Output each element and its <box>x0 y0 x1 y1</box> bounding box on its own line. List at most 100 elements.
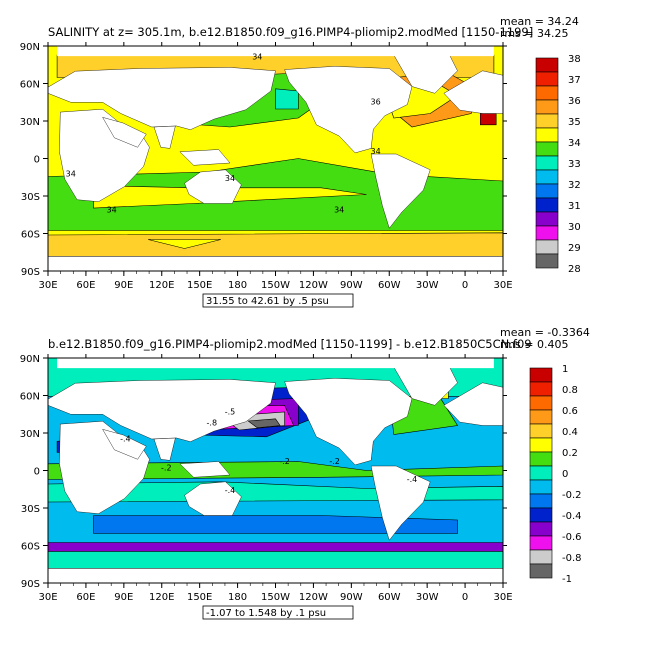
x-tick-label: 30W <box>416 280 439 291</box>
colorbar-swatch <box>529 395 553 411</box>
colorbar-swatch <box>529 479 553 495</box>
landmass-arctic <box>57 358 494 369</box>
colorbar-swatch <box>535 141 559 157</box>
contour-label: -.8 <box>207 419 218 428</box>
mean-stat: mean = 34.24 <box>500 15 579 28</box>
colorbar-swatch <box>529 563 553 579</box>
x-tick-label: 90E <box>114 592 133 603</box>
x-tick-label: 60E <box>76 592 95 603</box>
y-tick-label: 90N <box>20 42 40 53</box>
colorbar-swatch <box>535 85 559 101</box>
salinity-contour-region <box>247 418 281 429</box>
colorbar-label: 37 <box>568 75 581 86</box>
salinity-contour-region <box>48 551 503 569</box>
landmass-europe <box>443 70 503 114</box>
colorbar-label: -0.2 <box>562 490 582 501</box>
colorbar-label: -0.4 <box>562 511 582 522</box>
colorbar-swatch <box>529 367 553 383</box>
rms-stat: rms = 34.25 <box>500 27 568 40</box>
x-tick-label: 30E <box>493 592 512 603</box>
colorbar-swatch <box>529 493 553 509</box>
y-tick-label: 90S <box>21 579 40 590</box>
colorbar-label: 0.8 <box>562 385 578 396</box>
salinity-anomaly-map-panel: -.5 -.8 -.2 -.2 -.4 -.4 -.4 -.2 30E 60E 90E 120E 150… <box>20 326 590 620</box>
y-tick-label: 30N <box>20 429 40 440</box>
contour-label: -.4 <box>407 475 418 484</box>
salinity-contour-region <box>275 88 299 110</box>
colorbar-swatch <box>535 239 559 255</box>
x-tick-label: 120E <box>149 280 174 291</box>
x-tick-label: 0 <box>462 280 468 291</box>
landmass-antarctica <box>48 256 503 271</box>
landmass-arctic <box>57 46 494 57</box>
landmass-europe <box>443 382 503 426</box>
colorbar: 38 37 36 35 34 33 32 31 30 29 28 <box>535 54 581 275</box>
map-area: 34 34 34 34 34 36 34 30E 60E 90E 120E 150E 180 150W 12… <box>20 42 513 291</box>
y-tick-label: 30S <box>21 504 40 515</box>
x-tick-label: 30E <box>38 592 57 603</box>
contour-label: -.5 <box>225 407 236 416</box>
colorbar-label: -0.6 <box>562 532 582 543</box>
y-tick-label: 60N <box>20 392 40 403</box>
x-tick-label: 150W <box>261 592 290 603</box>
landmass-eurasia <box>48 67 276 130</box>
colorbar-swatch <box>529 423 553 439</box>
colorbar-swatch <box>529 521 553 537</box>
x-tick-label: 90W <box>340 592 363 603</box>
x-tick-label: 180 <box>228 280 247 291</box>
colorbar: 1 0.8 0.6 0.4 0.2 0 -0.2 -0.4 -0.6 -0.8 -1 <box>529 364 582 585</box>
colorbar-label: 28 <box>568 264 581 275</box>
salinity-contour-region <box>48 232 503 257</box>
x-tick-label: 120W <box>299 280 328 291</box>
colorbar-swatch <box>535 127 559 143</box>
salinity-contour-region <box>93 515 458 534</box>
contour-label: 36 <box>371 98 381 107</box>
y-tick-label: 60S <box>21 230 40 241</box>
contour-label: 34 <box>334 206 344 215</box>
x-tick-label: 150E <box>187 280 212 291</box>
landmass-north-america <box>284 378 413 466</box>
colorbar-label: 36 <box>568 96 581 107</box>
contour-label: -.2 <box>329 457 340 466</box>
landmass-eurasia <box>48 379 276 442</box>
landmass-arabia <box>102 428 147 460</box>
colorbar-swatch <box>529 409 553 425</box>
x-tick-label: 120E <box>149 592 174 603</box>
colorbar-swatch <box>535 183 559 199</box>
x-tick-label: 180 <box>228 592 247 603</box>
colorbar-label: 29 <box>568 243 581 254</box>
colorbar-label: 31 <box>568 201 581 212</box>
landmass-antarctica <box>48 568 503 583</box>
salinity-contour-region <box>480 113 497 126</box>
colorbar-swatch <box>535 57 559 73</box>
panel-title: b.e12.B1850.f09_g16.PIMP4-pliomip2.modMe… <box>48 337 532 351</box>
colorbar-label: 34 <box>568 138 581 149</box>
colorbar-swatch <box>535 99 559 115</box>
colorbar-label: 0.4 <box>562 427 578 438</box>
x-tick-label: 120W <box>299 592 328 603</box>
x-tick-label: 30E <box>38 280 57 291</box>
contour-range-label: 31.55 to 42.61 by .5 psu <box>206 296 329 307</box>
colorbar-label: -0.8 <box>562 553 582 564</box>
contour-label: -.2 <box>279 457 290 466</box>
contour-label: -.2 <box>161 464 172 473</box>
x-tick-label: 90E <box>114 280 133 291</box>
salinity-contour-region <box>148 239 221 249</box>
colorbar-label: 0 <box>562 469 568 480</box>
landmass-arabia <box>102 116 147 148</box>
colorbar-swatch <box>529 381 553 397</box>
colorbar-swatch <box>535 253 559 269</box>
rms-stat: rms = 0.405 <box>500 338 568 351</box>
range-label-box <box>202 293 354 308</box>
contour-label: 34 <box>252 53 262 62</box>
colorbar-swatch <box>535 113 559 129</box>
colorbar-swatch <box>529 437 553 453</box>
x-tick-label: 60W <box>378 592 401 603</box>
y-tick-label: 90S <box>21 267 40 278</box>
x-tick-label: 30W <box>416 592 439 603</box>
landmass-australia <box>184 169 242 204</box>
x-tick-label: 30E <box>493 280 512 291</box>
colorbar-swatch <box>535 71 559 87</box>
contour-label: -.4 <box>120 434 131 443</box>
colorbar-label: 1 <box>562 364 568 375</box>
